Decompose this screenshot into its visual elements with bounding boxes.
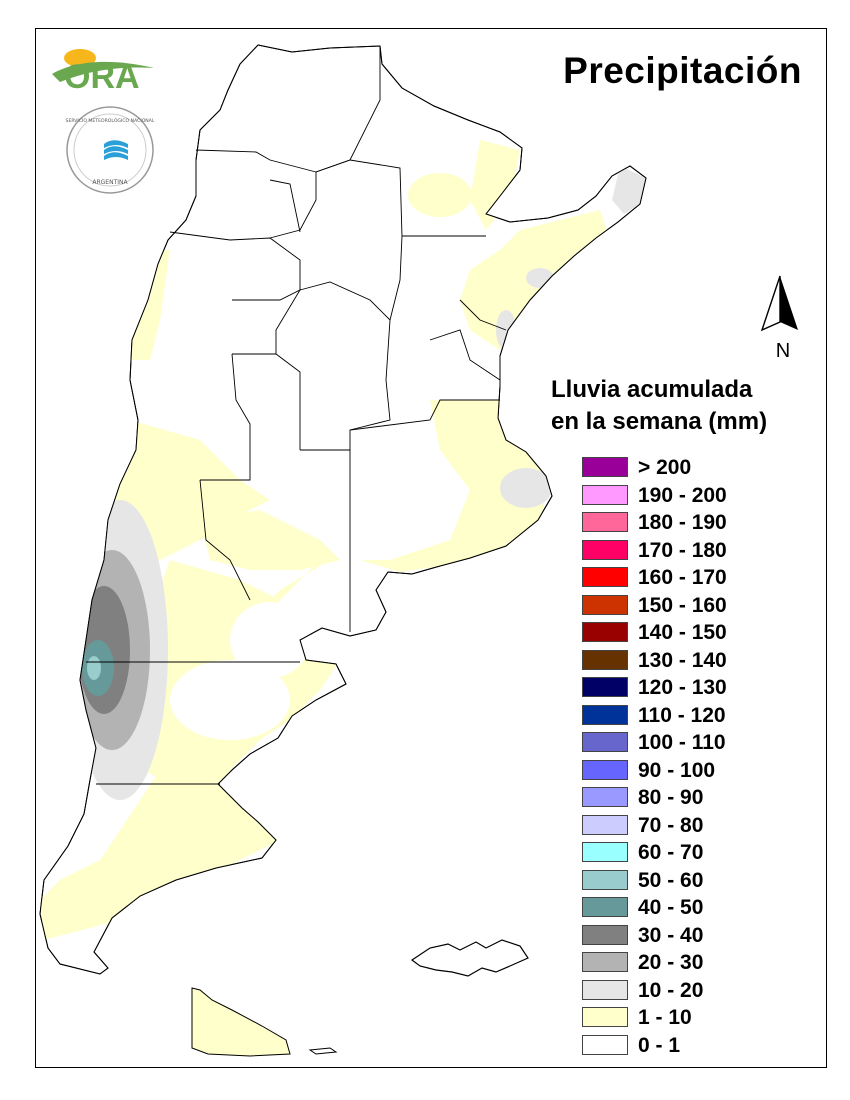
- legend-swatch: [582, 787, 628, 807]
- legend-swatch: [582, 869, 628, 890]
- legend-swatch: [582, 484, 628, 505]
- legend-swatch: [582, 952, 628, 972]
- legend-label: > 200: [638, 456, 692, 479]
- legend-label: 140 - 150: [638, 621, 727, 644]
- legend-label: 150 - 160: [638, 593, 727, 617]
- legend-swatch: [582, 539, 628, 560]
- legend-title: Lluvia acumulada en la semana (mm): [551, 374, 767, 438]
- legend-item: 180 - 190: [582, 511, 782, 535]
- legend-label: 100 - 110: [638, 731, 726, 754]
- legend-item: 160 - 170: [582, 566, 782, 590]
- legend-item: 120 - 130: [582, 676, 782, 700]
- legend-item: 50 - 60: [582, 869, 782, 893]
- legend-item: 60 - 70: [582, 841, 782, 865]
- legend-item: > 200: [582, 456, 782, 480]
- legend-item: 110 - 120: [582, 704, 782, 728]
- legend-swatch: [582, 704, 628, 725]
- legend-swatch: [582, 1007, 628, 1027]
- legend-swatch: [582, 649, 628, 670]
- legend-swatch: [582, 732, 628, 752]
- legend-item: 10 - 20: [582, 979, 782, 1003]
- legend-item: 190 - 200: [582, 484, 782, 508]
- north-label: N: [776, 340, 790, 362]
- legend-swatch: [582, 842, 628, 862]
- legend-label: 0 - 1: [638, 1033, 681, 1057]
- ora-logo: ORA: [52, 49, 154, 96]
- legend-item: 100 - 110: [582, 731, 782, 755]
- legend-item: 150 - 160: [582, 594, 782, 618]
- legend-swatch: [582, 677, 628, 697]
- legend-item: 30 - 40: [582, 924, 782, 948]
- legend-item: 20 - 30: [582, 951, 782, 975]
- legend-item: 1 - 10: [582, 1006, 782, 1030]
- legend-swatch: [582, 457, 628, 477]
- legend-item: 0 - 1: [582, 1034, 782, 1058]
- legend-label: 130 - 140: [638, 648, 727, 672]
- legend-label: 70 - 80: [638, 813, 704, 837]
- legend-swatch: [582, 594, 628, 615]
- legend-label: 110 - 120: [638, 703, 726, 727]
- legend-label: 90 - 100: [638, 758, 716, 782]
- legend-label: 1 - 10: [638, 1006, 692, 1029]
- legend-item: 90 - 100: [582, 759, 782, 783]
- legend-item: 140 - 150: [582, 621, 782, 645]
- legend-label: 80 - 90: [638, 786, 704, 809]
- legend-label: 30 - 40: [638, 923, 704, 947]
- svg-text:ORA: ORA: [64, 58, 140, 96]
- legend-item: 70 - 80: [582, 814, 782, 838]
- svg-text:ARGENTINA: ARGENTINA: [92, 179, 128, 186]
- legend-swatch: [582, 979, 628, 1000]
- legend-swatch: [582, 897, 628, 917]
- legend-label: 10 - 20: [638, 978, 704, 1002]
- legend-label: 60 - 70: [638, 841, 704, 864]
- legend-swatch: [582, 512, 628, 532]
- legend-label: 190 - 200: [638, 483, 727, 507]
- legend-label: 20 - 30: [638, 951, 704, 974]
- legend-item: 80 - 90: [582, 786, 782, 810]
- legend-title-line1: Lluvia acumulada: [551, 376, 753, 403]
- legend-label: 170 - 180: [638, 538, 727, 562]
- legend-label: 40 - 50: [638, 896, 704, 919]
- map-title: Precipitación: [563, 50, 802, 91]
- legend-label: 180 - 190: [638, 511, 727, 534]
- legend-swatch: [582, 759, 628, 780]
- svg-text:SERVICIO METEOROLÓGICO NACIONA: SERVICIO METEOROLÓGICO NACIONAL: [66, 117, 155, 124]
- legend-swatch: [582, 924, 628, 945]
- legend-label: 50 - 60: [638, 868, 704, 892]
- north-arrow-icon: N: [760, 275, 798, 362]
- legend-label: 120 - 130: [638, 676, 727, 699]
- legend-label: 160 - 170: [638, 566, 727, 589]
- legend-title-line2: en la semana (mm): [551, 408, 768, 435]
- legend-swatch: [582, 1034, 628, 1055]
- legend-item: 40 - 50: [582, 896, 782, 920]
- smn-seal-logo: SERVICIO METEOROLÓGICO NACIONAL ARGENTIN…: [66, 106, 155, 194]
- legend-swatch: [582, 814, 628, 835]
- legend-item: 170 - 180: [582, 539, 782, 563]
- legend-item: 130 - 140: [582, 649, 782, 673]
- legend-swatch: [582, 622, 628, 642]
- legend-swatch: [582, 567, 628, 587]
